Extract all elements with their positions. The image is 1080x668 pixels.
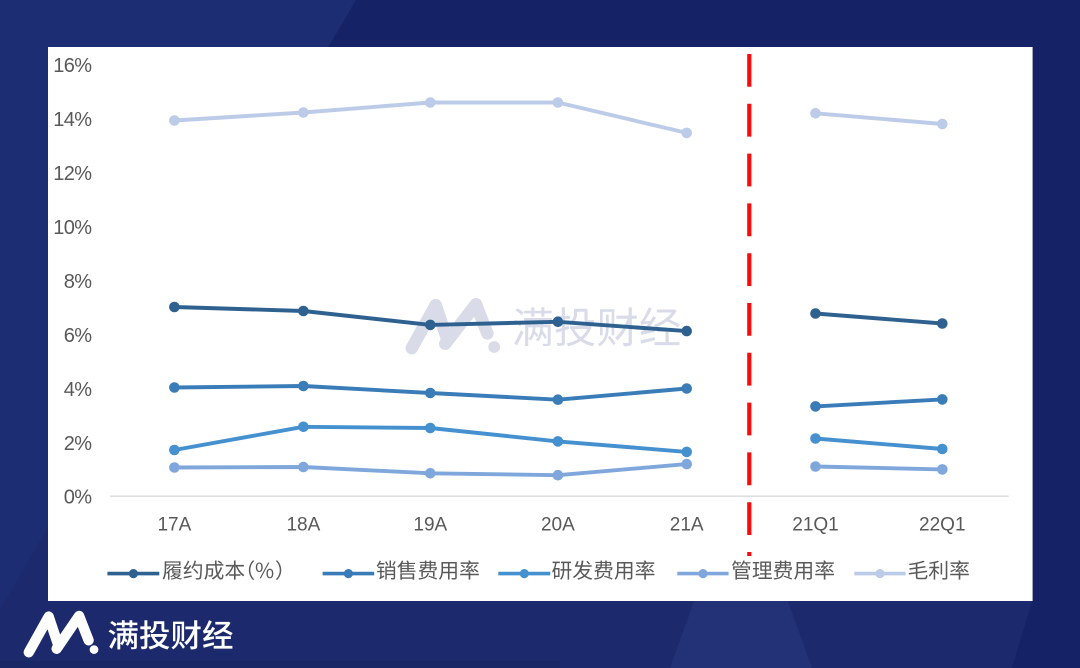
svg-text:18A: 18A xyxy=(286,515,320,536)
svg-text:16%: 16% xyxy=(53,55,92,77)
svg-text:4%: 4% xyxy=(64,379,93,401)
svg-text:6%: 6% xyxy=(64,325,93,347)
svg-text:14%: 14% xyxy=(53,109,92,131)
svg-text:19A: 19A xyxy=(413,515,447,536)
svg-text:21Q1: 21Q1 xyxy=(792,515,838,536)
svg-text:10%: 10% xyxy=(53,217,92,239)
svg-text:12%: 12% xyxy=(53,163,92,185)
svg-text:21A: 21A xyxy=(670,515,704,536)
svg-text:22Q1: 22Q1 xyxy=(919,515,965,536)
svg-text:8%: 8% xyxy=(64,271,93,293)
svg-text:20A: 20A xyxy=(541,515,575,536)
svg-text:0%: 0% xyxy=(64,486,93,508)
svg-text:2%: 2% xyxy=(64,433,93,455)
svg-text:17A: 17A xyxy=(157,515,191,536)
